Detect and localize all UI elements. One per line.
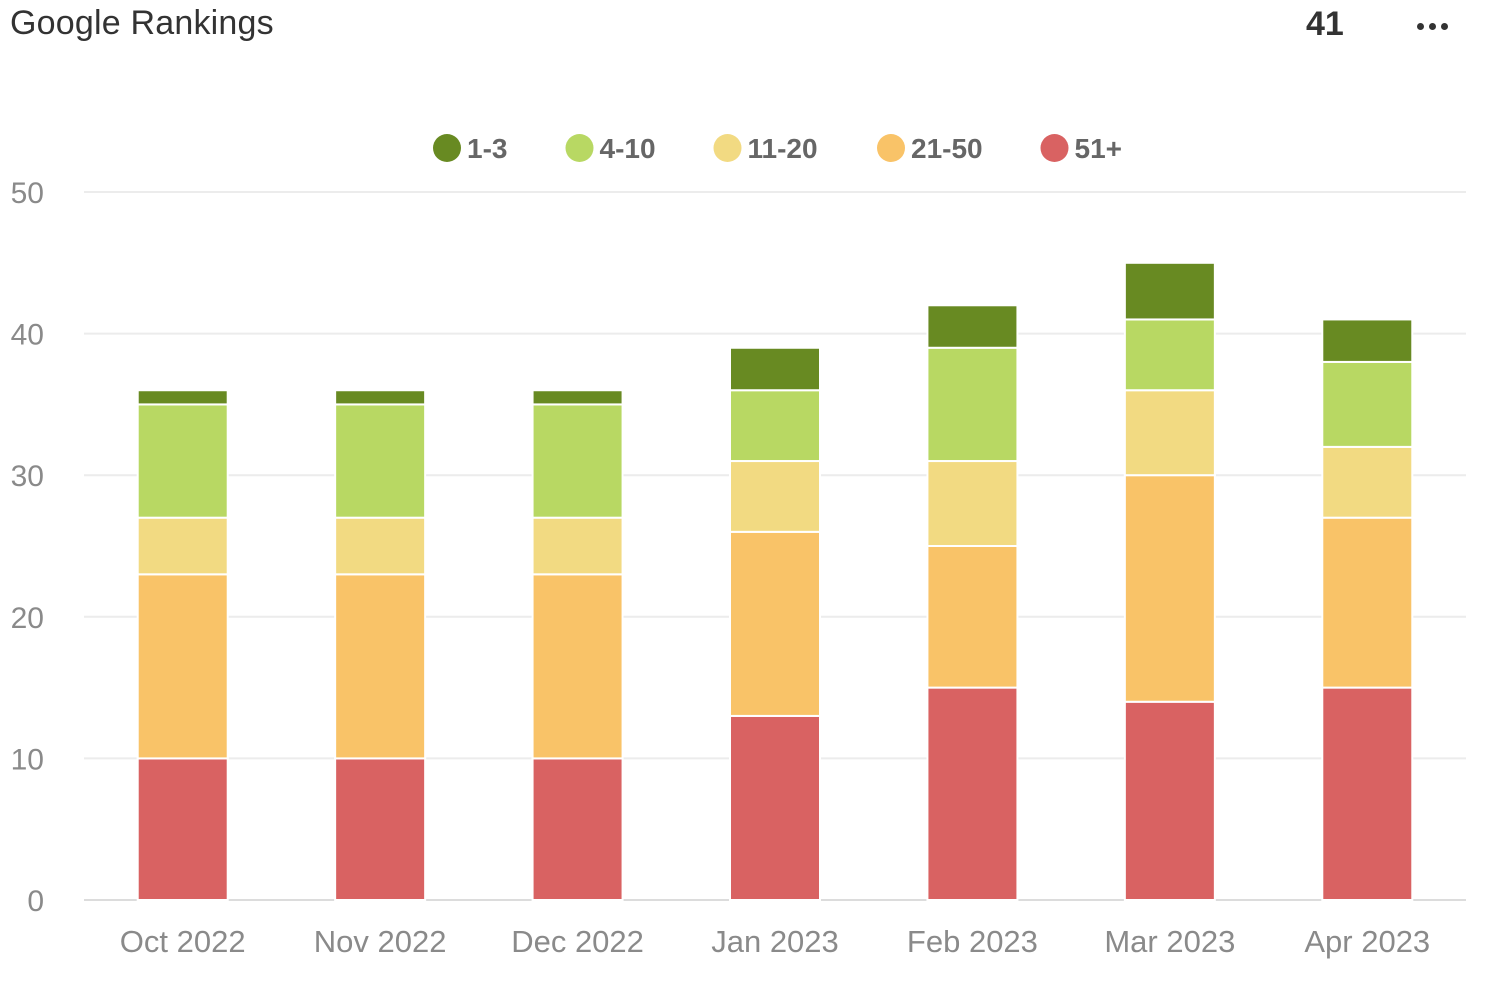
- legend-item[interactable]: 11-20: [713, 133, 818, 164]
- bar-segment[interactable]: [1123, 318, 1216, 392]
- y-tick-label: 50: [11, 177, 44, 210]
- more-options-button[interactable]: [1406, 6, 1458, 46]
- bar-segment[interactable]: [1321, 318, 1414, 363]
- bars: [136, 261, 1414, 902]
- x-tick-label: Mar 2023: [1104, 924, 1235, 959]
- bar-segment[interactable]: [729, 346, 821, 392]
- widget-title: Google Rankings: [10, 4, 274, 42]
- y-axis-ticks: 0 10 20 30 40 50: [11, 177, 44, 918]
- x-tick-label: Feb 2023: [907, 924, 1038, 959]
- bar-segment[interactable]: [1123, 389, 1216, 477]
- bar-segment[interactable]: [136, 573, 229, 760]
- ellipsis-icon: [1440, 22, 1448, 30]
- widget-header: Google Rankings 41: [0, 0, 1492, 60]
- x-axis-labels: Oct 2022 Nov 2022 Dec 2022 Jan 2023 Feb 2023…: [120, 924, 1430, 959]
- legend-marker: [877, 134, 905, 162]
- bar-segment[interactable]: [1321, 445, 1414, 519]
- bar-segment[interactable]: [729, 460, 821, 533]
- y-tick-label: 10: [11, 743, 44, 776]
- bar-segment[interactable]: [334, 573, 427, 760]
- bar-segment[interactable]: [531, 757, 624, 902]
- bar-segment[interactable]: [1321, 686, 1414, 901]
- bar-segment[interactable]: [729, 389, 821, 463]
- bar-segment[interactable]: [334, 389, 427, 406]
- bar-segment[interactable]: [136, 516, 229, 576]
- x-tick-label: Nov 2022: [314, 924, 447, 959]
- widget-total-count: 41: [1306, 5, 1344, 43]
- bar-segment[interactable]: [926, 686, 1019, 901]
- legend-marker: [1040, 134, 1069, 162]
- legend-marker: [565, 134, 594, 162]
- legend-item[interactable]: 21-50: [877, 133, 983, 164]
- legend-label: 21-50: [911, 133, 983, 164]
- bar-segment[interactable]: [926, 545, 1019, 689]
- bar-segment[interactable]: [531, 573, 624, 760]
- legend-marker: [433, 134, 461, 162]
- ellipsis-icon: [1428, 22, 1436, 30]
- x-tick-label: Dec 2022: [511, 924, 644, 959]
- bar-segment[interactable]: [1321, 516, 1414, 689]
- x-tick-label: Oct 2022: [120, 924, 246, 959]
- bar-segment[interactable]: [136, 757, 229, 902]
- bar-segment[interactable]: [334, 757, 427, 902]
- bar-segment[interactable]: [926, 460, 1019, 548]
- bar-segment[interactable]: [926, 304, 1019, 349]
- legend-item[interactable]: 4-10: [565, 133, 656, 164]
- legend-label: 4-10: [600, 133, 656, 164]
- legend-label: 1-3: [467, 133, 507, 164]
- bar-segment[interactable]: [334, 403, 427, 519]
- bar-segment[interactable]: [1123, 700, 1216, 902]
- y-tick-label: 40: [11, 319, 44, 352]
- legend-label: 11-20: [748, 133, 818, 164]
- x-tick-label: Apr 2023: [1304, 924, 1430, 959]
- bar-segment[interactable]: [1321, 360, 1414, 448]
- bar-segment[interactable]: [531, 516, 624, 576]
- bar-segment[interactable]: [334, 516, 427, 576]
- bar-segment[interactable]: [1123, 261, 1216, 321]
- bar-segment[interactable]: [729, 714, 821, 901]
- legend-label: 51+: [1075, 133, 1123, 164]
- y-tick-label: 20: [11, 602, 44, 635]
- legend-item[interactable]: 1-3: [433, 133, 507, 164]
- legend: 1-3 4-10 11-20 21-50 51+: [433, 133, 1122, 164]
- bar-segment[interactable]: [926, 346, 1019, 463]
- ellipsis-icon: [1416, 22, 1424, 30]
- y-tick-label: 0: [27, 885, 44, 918]
- bar-segment[interactable]: [136, 403, 229, 519]
- legend-marker: [713, 134, 742, 162]
- bar-segment[interactable]: [1123, 474, 1216, 703]
- x-tick-label: Jan 2023: [711, 924, 839, 959]
- bar-segment[interactable]: [729, 530, 821, 717]
- bar-segment[interactable]: [531, 389, 624, 406]
- legend-item[interactable]: 51+: [1040, 133, 1123, 164]
- y-tick-label: 30: [11, 460, 44, 493]
- bar-segment[interactable]: [531, 403, 624, 519]
- bar-segment[interactable]: [136, 389, 229, 406]
